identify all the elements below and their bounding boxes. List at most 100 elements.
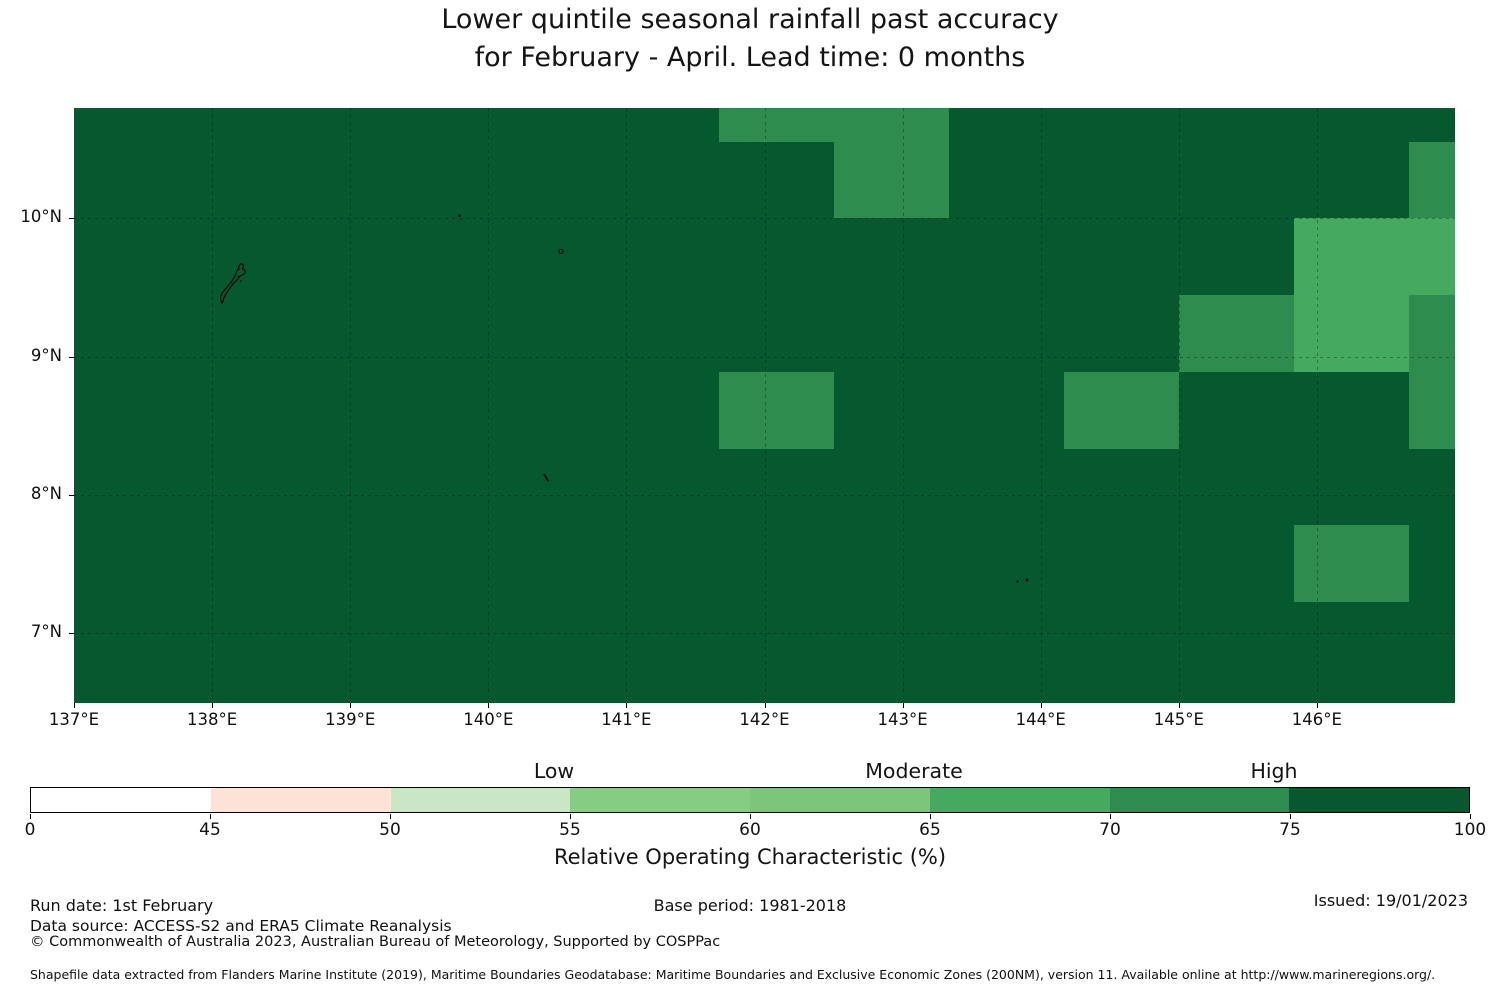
x-tick-label: 141°E <box>601 710 652 729</box>
colorbar-tick-label: 100 <box>1453 820 1487 840</box>
colorbar-tick-mark <box>930 814 931 819</box>
y-tick-label: 9°N <box>30 345 62 365</box>
colorbar-region-label: Low <box>533 759 575 783</box>
x-tick-label: 145°E <box>1153 710 1204 729</box>
x-tick-mark <box>626 703 628 708</box>
x-tick-mark <box>1316 703 1318 708</box>
colorbar <box>30 787 1470 813</box>
gridline-vertical <box>1040 108 1042 703</box>
x-tick-mark <box>902 703 904 708</box>
colorbar-tick-mark <box>1470 814 1471 819</box>
map-cell <box>833 141 949 219</box>
map-cell <box>1178 295 1294 372</box>
colorbar-tick-mark <box>1290 814 1291 819</box>
y-tick-mark <box>69 494 74 496</box>
small-island-dot <box>1025 578 1029 582</box>
colorbar-tick-mark <box>750 814 751 819</box>
x-tick-mark <box>764 703 766 708</box>
gridline-horizontal <box>74 494 1455 496</box>
colorbar-tick-mark <box>390 814 391 819</box>
gridline-vertical <box>1178 108 1180 703</box>
map-cell <box>1293 525 1409 603</box>
shapefile-note-text: Shapefile data extracted from Flanders M… <box>30 967 1436 982</box>
base-period-text: Base period: 1981-2018 <box>653 896 847 915</box>
colorbar-segment <box>31 788 211 812</box>
x-tick-label: 144°E <box>1015 710 1066 729</box>
colorbar-tick-mark <box>210 814 211 819</box>
x-tick-label: 146°E <box>1291 710 1342 729</box>
x-tick-mark <box>1040 703 1042 708</box>
y-tick-label: 7°N <box>30 621 62 641</box>
gridline-horizontal <box>74 356 1455 358</box>
map-panel <box>74 108 1455 703</box>
gridline-vertical <box>626 108 628 703</box>
issued-date-text: Issued: 19/01/2023 <box>1313 891 1468 910</box>
small-island-stroke <box>543 473 550 482</box>
colorbar-segment <box>1289 788 1469 812</box>
small-island-dot <box>240 280 242 282</box>
colorbar-axis-label: Relative Operating Characteristic (%) <box>553 845 947 869</box>
colorbar-segment <box>929 788 1110 812</box>
gridline-horizontal <box>74 218 1455 220</box>
gridline-vertical <box>764 108 766 703</box>
colorbar-tick-mark <box>570 814 571 819</box>
map-cell <box>1293 218 1455 296</box>
y-tick-mark <box>69 356 74 358</box>
colorbar-segment <box>210 788 391 812</box>
colorbar-tick-label: 60 <box>739 820 761 840</box>
colorbar-tick-label: 50 <box>379 820 401 840</box>
map-cell <box>1409 141 1455 219</box>
map-cell <box>718 108 949 142</box>
map-cell <box>718 371 834 449</box>
gridline-vertical <box>212 108 214 703</box>
x-tick-label: 139°E <box>325 710 376 729</box>
copyright-text: © Commonwealth of Australia 2023, Austra… <box>30 934 721 950</box>
palau-island-outline <box>220 263 246 304</box>
colorbar-segment <box>570 788 750 812</box>
colorbar-segment <box>1109 788 1290 812</box>
y-tick-label: 10°N <box>20 207 62 227</box>
x-tick-label: 143°E <box>877 710 928 729</box>
x-tick-mark <box>74 703 75 708</box>
run-date-text: Run date: 1st February <box>30 896 214 915</box>
x-tick-mark <box>212 703 214 708</box>
colorbar-tick-label: 70 <box>1099 820 1121 840</box>
colorbar-tick-label: 75 <box>1279 820 1301 840</box>
small-island-dot <box>237 275 240 278</box>
colorbar-tick-mark <box>30 814 31 819</box>
gridline-vertical <box>1316 108 1318 703</box>
colorbar-tick-label: 65 <box>919 820 941 840</box>
colorbar-region-label: Moderate <box>865 759 963 783</box>
y-tick-mark <box>69 218 74 220</box>
x-tick-label: 137°E <box>48 710 100 729</box>
gridline-vertical <box>902 108 904 703</box>
colorbar-segment <box>750 788 930 812</box>
map-cell <box>1409 295 1455 449</box>
x-tick-mark <box>488 703 490 708</box>
colorbar-region-label: High <box>1250 759 1298 783</box>
map-cell <box>1063 371 1179 449</box>
small-island-ring <box>558 248 564 255</box>
x-tick-label: 142°E <box>739 710 790 729</box>
colorbar-segment <box>390 788 571 812</box>
island-outlines <box>220 214 1029 583</box>
x-tick-mark <box>350 703 352 708</box>
gridline-vertical <box>350 108 352 703</box>
x-tick-mark <box>1178 703 1180 708</box>
map-cell <box>1293 295 1409 372</box>
y-tick-mark <box>69 632 74 634</box>
x-tick-label: 140°E <box>463 710 514 729</box>
gridline-vertical <box>488 108 490 703</box>
small-island-dot <box>1016 580 1019 583</box>
y-tick-label: 8°N <box>30 483 62 503</box>
data-source-text: Data source: ACCESS-S2 and ERA5 Climate … <box>30 917 452 935</box>
chart-title-line2: for February - April. Lead time: 0 month… <box>474 42 1026 73</box>
x-tick-label: 138°E <box>187 710 238 729</box>
colorbar-tick-label: 0 <box>24 820 36 840</box>
colorbar-tick-label: 55 <box>559 820 581 840</box>
colorbar-tick-mark <box>1110 814 1111 819</box>
gridline-horizontal <box>74 632 1455 634</box>
colorbar-tick-label: 45 <box>199 820 221 840</box>
small-island-dot <box>458 214 461 217</box>
